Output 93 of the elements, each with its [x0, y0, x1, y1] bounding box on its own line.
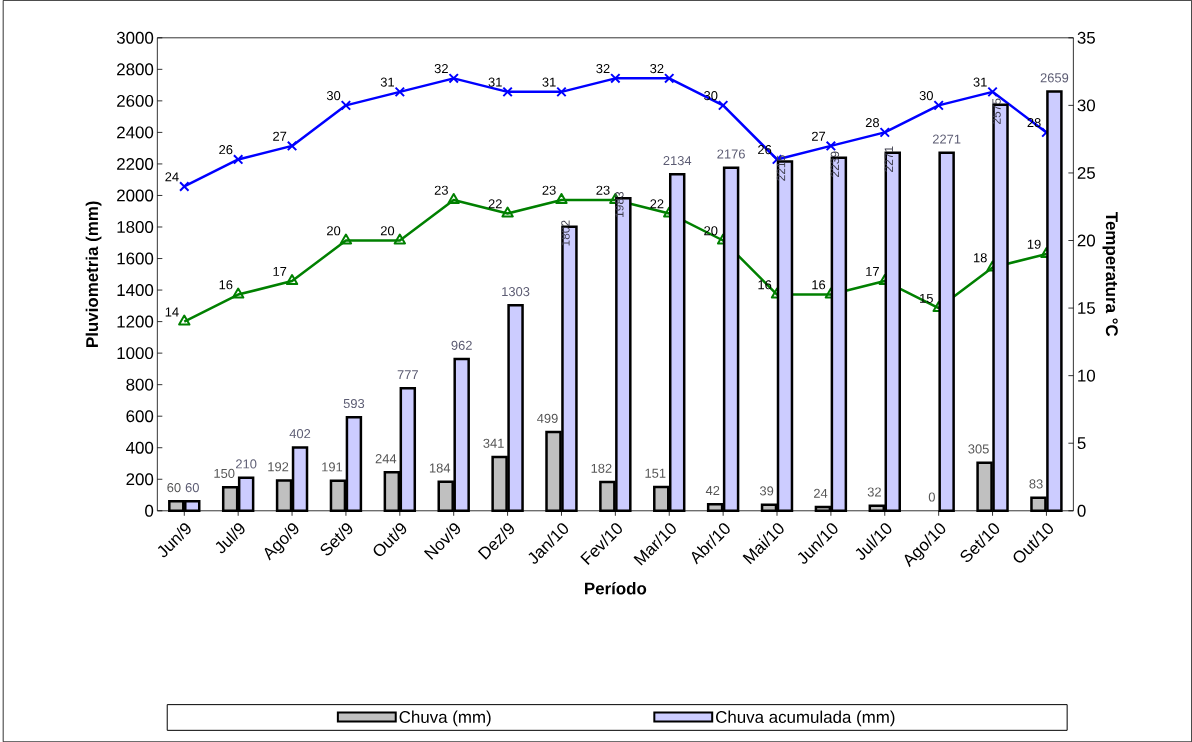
y-tick-label: 1400: [117, 283, 154, 296]
data-label: 2271: [932, 134, 961, 144]
y-tick-label: 2400: [117, 126, 154, 139]
y-tick-label: 2000: [117, 189, 154, 202]
y-tick-label: 1600: [117, 252, 154, 265]
data-label: 244: [375, 454, 397, 464]
legend-label: Chuva (mm): [399, 710, 491, 727]
data-label: 83: [1029, 479, 1043, 489]
data-label: 32: [596, 63, 610, 74]
data-label: 19: [1027, 239, 1041, 249]
data-label: 32: [434, 63, 448, 74]
data-label: 2215: [776, 155, 786, 181]
data-label: 39: [759, 486, 774, 496]
data-label: 31: [380, 77, 395, 87]
y-tick-label: 2200: [117, 157, 154, 170]
data-label: 2134: [663, 155, 692, 166]
data-label: 16: [812, 280, 826, 290]
y-tick-label: 200: [126, 473, 154, 486]
y2-tick-label: 30: [1077, 99, 1096, 112]
data-label: 962: [451, 340, 472, 350]
data-label: 18: [973, 253, 987, 263]
data-label: 151: [645, 468, 666, 478]
y2-tick-label: 5: [1077, 437, 1086, 450]
data-label: 1303: [502, 286, 530, 297]
data-label: 192: [268, 462, 289, 472]
data-label: 27: [811, 131, 826, 141]
data-label: 593: [343, 398, 365, 409]
data-label: 20: [380, 226, 395, 236]
y2-tick-label: 15: [1078, 302, 1095, 314]
data-label: 30: [704, 90, 718, 101]
data-label: 499: [537, 413, 558, 423]
data-label: 341: [483, 438, 504, 448]
legend-label: Chuva acumulada (mm): [716, 710, 895, 727]
data-label: 27: [273, 131, 287, 141]
data-label: 31: [542, 77, 556, 87]
y-tick-label: 3000: [116, 31, 154, 44]
y2-axis-title: Temperatura °C: [1102, 212, 1118, 337]
data-label: 305: [968, 444, 989, 454]
y-tick-label: 1000: [117, 347, 154, 360]
data-label: 42: [705, 485, 720, 495]
y-tick-label: 600: [126, 410, 154, 423]
data-label: 777: [397, 370, 418, 380]
data-label: 23: [434, 185, 448, 195]
data-label: 15: [920, 293, 933, 303]
data-label: 20: [327, 226, 341, 236]
y-axis-title: Pluviometria (mm): [85, 201, 102, 347]
y-tick-label: 1200: [117, 315, 154, 328]
data-label: 182: [591, 463, 612, 473]
data-label: 28: [865, 117, 880, 128]
y-tick-label: 2800: [117, 63, 154, 76]
y-tick-label: 1800: [117, 220, 154, 233]
data-label: 150: [214, 468, 235, 478]
data-label: 31: [488, 77, 502, 87]
data-label: 32: [867, 487, 881, 497]
data-label: 2271: [884, 146, 893, 172]
data-label: 32: [650, 63, 664, 74]
y-tick-label: 800: [126, 378, 154, 391]
data-label: 2176: [717, 149, 745, 159]
data-label: 30: [326, 90, 341, 101]
data-label: 60: [185, 482, 199, 493]
x-axis-title: Período: [585, 581, 647, 595]
data-label: 23: [596, 185, 610, 195]
y2-tick-label: 20: [1077, 234, 1096, 247]
y-tick-label: 400: [126, 441, 154, 454]
data-label: 23: [542, 185, 556, 195]
data-label: 31: [973, 77, 987, 87]
data-label: 30: [919, 90, 933, 101]
y2-tick-label: 0: [1077, 504, 1086, 517]
data-label: 20: [704, 226, 718, 236]
data-label: 24: [165, 172, 179, 182]
data-label: 16: [219, 280, 233, 290]
data-label: 0: [928, 492, 935, 502]
data-label: 60: [167, 482, 181, 493]
y2-tick-label: 25: [1077, 166, 1095, 179]
data-label: 14: [165, 307, 179, 317]
data-label: 22: [650, 199, 664, 209]
data-label: 402: [289, 428, 311, 439]
data-label: 2659: [1040, 73, 1069, 83]
data-label: 2575: [992, 98, 1001, 124]
data-label: 1983: [615, 191, 624, 217]
y-tick-label: 2600: [117, 94, 154, 107]
data-label: 191: [322, 462, 343, 472]
y2-tick-label: 35: [1077, 31, 1095, 44]
data-label: 22: [488, 199, 502, 209]
data-label: 26: [219, 144, 233, 155]
data-label: 24: [813, 488, 828, 498]
y-tick-label: 0: [145, 504, 154, 517]
data-label: 17: [866, 266, 879, 276]
data-label: 184: [429, 463, 451, 473]
data-label: 210: [236, 459, 257, 469]
data-label: 2239: [830, 151, 840, 177]
data-label: 17: [273, 266, 287, 276]
y2-tick-label: 10: [1078, 369, 1096, 382]
